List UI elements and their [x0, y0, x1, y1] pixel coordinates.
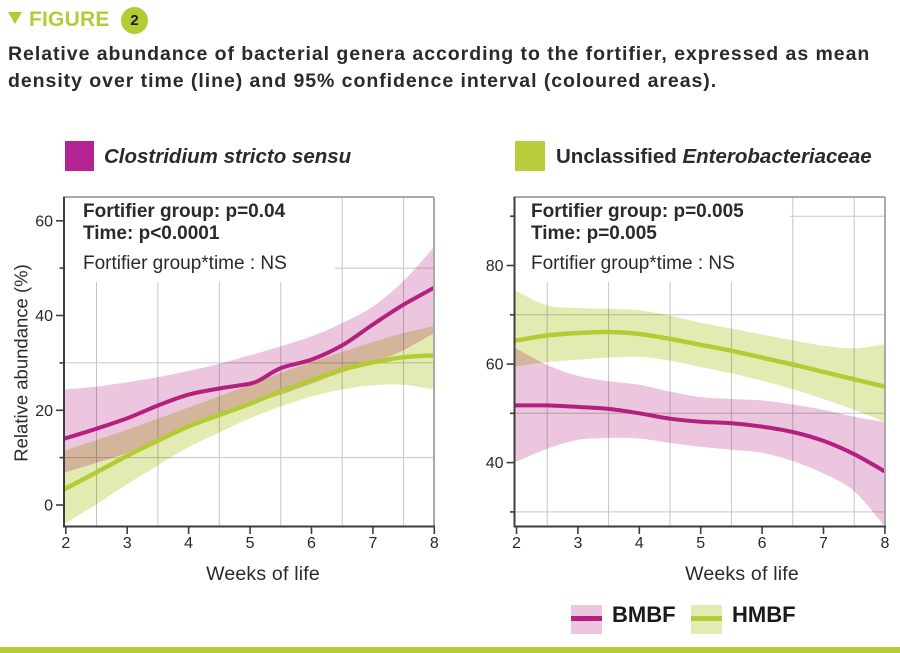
svg-text:0: 0 — [44, 498, 53, 515]
svg-text:3: 3 — [123, 535, 132, 552]
svg-text:2: 2 — [512, 535, 521, 552]
svg-text:4: 4 — [184, 535, 193, 552]
svg-text:6: 6 — [307, 535, 316, 552]
svg-text:7: 7 — [819, 535, 828, 552]
svg-text:Weeks of life: Weeks of life — [206, 563, 320, 585]
svg-text:80: 80 — [486, 258, 504, 275]
svg-text:Relative abundance (%): Relative abundance (%) — [11, 264, 32, 461]
svg-text:60: 60 — [486, 357, 504, 374]
svg-text:20: 20 — [35, 403, 53, 420]
svg-text:2: 2 — [61, 535, 70, 552]
svg-text:6: 6 — [758, 535, 767, 552]
svg-text:60: 60 — [35, 213, 53, 230]
svg-text:40: 40 — [35, 308, 53, 325]
svg-text:40: 40 — [486, 455, 504, 472]
svg-text:8: 8 — [430, 535, 439, 552]
svg-text:8: 8 — [880, 535, 889, 552]
svg-text:7: 7 — [368, 535, 377, 552]
svg-text:5: 5 — [696, 535, 705, 552]
svg-text:Weeks of life: Weeks of life — [685, 563, 799, 585]
svg-text:5: 5 — [246, 535, 255, 552]
svg-text:3: 3 — [573, 535, 582, 552]
svg-text:4: 4 — [635, 535, 644, 552]
